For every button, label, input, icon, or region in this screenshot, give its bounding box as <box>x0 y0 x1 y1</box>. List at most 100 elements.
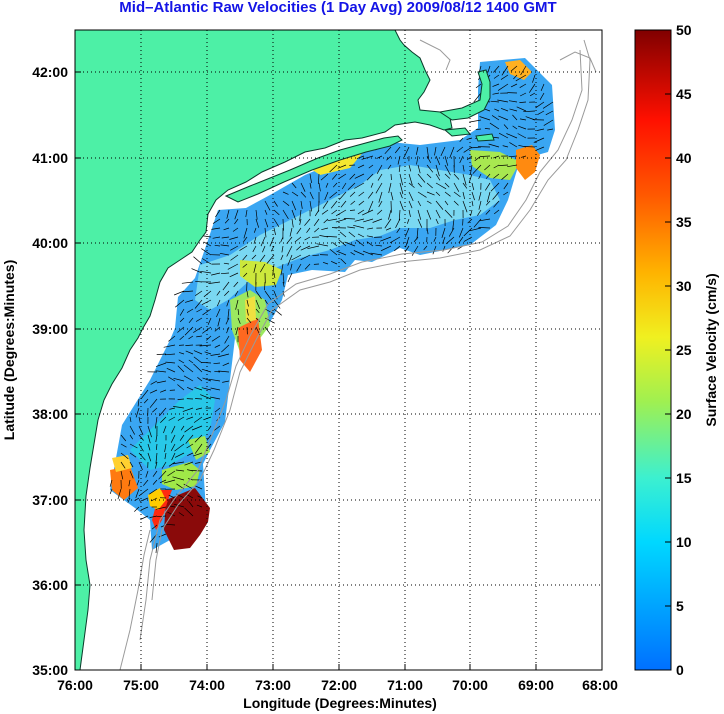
velocity-vector <box>475 83 482 89</box>
velocity-vector <box>355 239 365 247</box>
velocity-vector <box>406 218 410 224</box>
velocity-vector <box>211 272 221 276</box>
velocity-vector <box>165 523 176 526</box>
velocity-vector <box>120 443 127 448</box>
velocity-vector <box>179 335 185 341</box>
velocity-vector <box>458 236 464 244</box>
colorbar-tick-label: 10 <box>676 534 692 550</box>
velocity-vector <box>251 254 257 260</box>
velocity-vector <box>471 200 474 207</box>
velocity-vector <box>512 114 518 121</box>
velocity-vector <box>319 235 329 238</box>
velocity-vector <box>287 272 293 283</box>
colorbar-tick-label: 5 <box>676 598 684 614</box>
velocity-vector <box>186 443 194 449</box>
velocity-vector <box>404 227 410 237</box>
velocity-vector <box>510 83 518 88</box>
velocity-vector <box>357 164 365 169</box>
velocity-vector <box>235 326 239 336</box>
velocity-vector <box>492 191 500 200</box>
velocity-vector <box>154 416 158 429</box>
velocity-vector <box>193 363 203 373</box>
velocity-vector <box>138 452 146 461</box>
velocity-vector <box>394 146 401 154</box>
velocity-vector <box>516 106 527 112</box>
velocity-vector <box>384 146 392 155</box>
velocity-vector <box>378 200 383 208</box>
velocity-vector <box>259 263 266 273</box>
x-tick-label: 70:00 <box>452 677 488 693</box>
velocity-vector <box>463 236 473 242</box>
velocity-vector <box>398 209 401 221</box>
velocity-vector <box>140 515 149 520</box>
colorbar-tick-label: 15 <box>676 470 692 486</box>
x-tick-labels: 76:00 75:00 74:00 73:00 72:00 71:00 70:0… <box>57 677 618 693</box>
velocity-vector <box>184 425 194 433</box>
velocity-vector <box>539 92 545 100</box>
velocity-vector <box>214 344 221 348</box>
velocity-vector <box>380 236 392 242</box>
velocity-vector <box>128 488 131 500</box>
velocity-vector <box>519 101 527 103</box>
velocity-vector <box>177 384 185 391</box>
velocity-vector <box>408 182 415 188</box>
velocity-vector <box>390 173 392 181</box>
velocity-vector <box>223 262 230 265</box>
velocity-vector <box>466 155 473 161</box>
velocity-vector <box>387 164 392 170</box>
velocity-vector <box>221 236 230 239</box>
velocity-vector <box>366 241 374 247</box>
velocity-vector <box>462 173 467 186</box>
velocity-vector <box>509 108 518 112</box>
velocity-vector <box>193 326 203 333</box>
velocity-vector <box>331 173 338 180</box>
velocity-field <box>110 58 555 550</box>
velocity-vector <box>493 155 500 159</box>
velocity-vector <box>469 119 482 123</box>
velocity-vector <box>444 200 449 206</box>
velocity-vector <box>147 452 152 462</box>
velocity-vector <box>161 461 167 469</box>
velocity-vector <box>367 227 374 230</box>
velocity-vector <box>444 191 451 197</box>
velocity-vector <box>136 479 140 486</box>
velocity-vector <box>207 317 212 325</box>
y-tick-labels: 35:00 36:00 37:00 38:00 39:00 40:00 41:0… <box>32 64 68 678</box>
velocity-vector <box>194 443 203 454</box>
velocity-vector <box>226 299 230 307</box>
velocity-vector <box>497 83 509 91</box>
velocity-vector <box>524 146 536 148</box>
velocity-vector <box>181 281 194 284</box>
velocity-vector <box>347 226 356 229</box>
velocity-vector <box>485 209 491 215</box>
velocity-vector <box>147 425 152 438</box>
velocity-vector <box>195 317 203 322</box>
velocity-vector <box>349 209 356 211</box>
velocity-vector <box>200 394 212 400</box>
velocity-vector <box>417 182 422 188</box>
velocity-vector <box>357 209 365 215</box>
velocity-vector <box>321 209 329 215</box>
velocity-vector <box>390 191 394 201</box>
velocity-vector <box>282 218 284 231</box>
velocity-vector <box>289 227 293 237</box>
velocity-vector <box>426 200 432 204</box>
velocity-vector <box>243 272 248 277</box>
velocity-vector <box>159 407 167 417</box>
velocity-vector <box>185 434 194 444</box>
velocity-vector <box>426 191 435 196</box>
velocity-vector <box>368 200 374 213</box>
velocity-vector <box>120 461 126 469</box>
velocity-vector <box>462 200 468 213</box>
north-america-landmass <box>75 30 453 670</box>
velocity-vector <box>159 389 167 393</box>
velocity-vector <box>222 362 230 367</box>
velocity-vector <box>155 434 158 443</box>
velocity-vector <box>280 254 284 261</box>
velocity-vector <box>493 164 500 169</box>
land <box>75 30 495 670</box>
velocity-vector <box>152 470 158 477</box>
velocity-vector <box>149 398 158 408</box>
colorbar-tick-label: 50 <box>676 22 692 38</box>
velocity-vector <box>377 173 383 181</box>
